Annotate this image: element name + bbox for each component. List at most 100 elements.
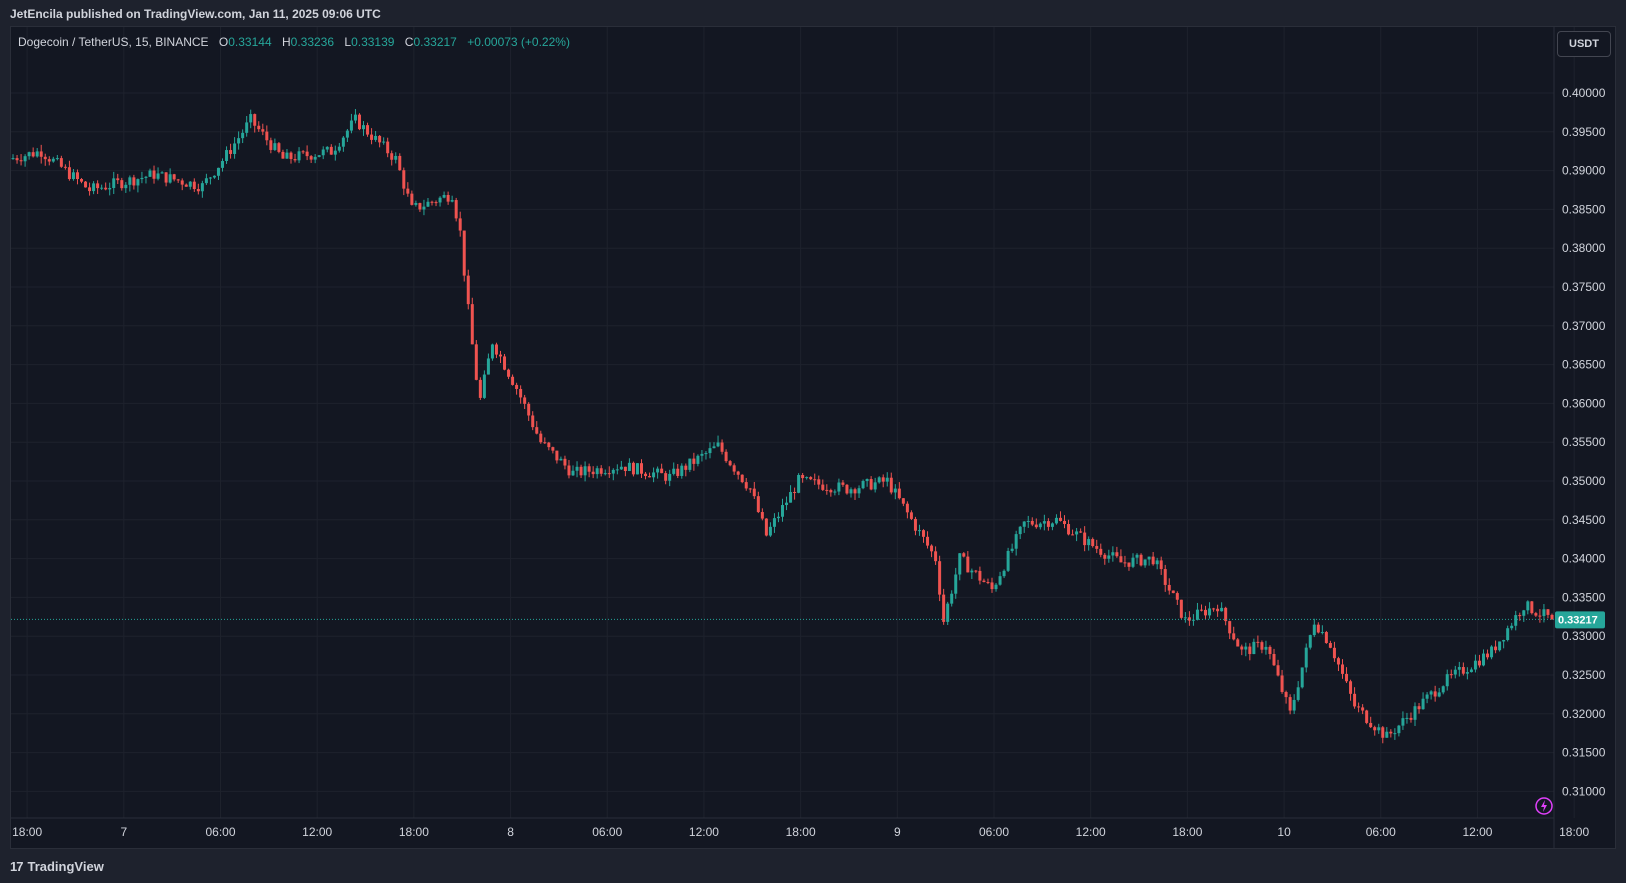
candle-body <box>1437 692 1441 697</box>
candle-body <box>656 468 660 473</box>
candle-body <box>301 151 305 153</box>
candle-body <box>63 166 67 168</box>
footer-bar: 17 TradingView <box>0 850 1626 883</box>
candle-body <box>994 584 998 590</box>
candle-body <box>611 469 615 474</box>
candle-body <box>575 466 579 471</box>
candle-body <box>257 125 261 130</box>
candle-body <box>756 496 760 513</box>
candle-body <box>31 152 35 157</box>
candle-body <box>789 492 793 503</box>
candle-body <box>414 203 418 205</box>
candle-body <box>1139 554 1143 566</box>
candle-body <box>913 518 917 531</box>
candle-body <box>1445 674 1449 687</box>
candle-body <box>458 218 462 231</box>
currency-unit-button[interactable]: USDT <box>1557 31 1611 57</box>
candle-body <box>474 344 478 380</box>
price-chart[interactable]: 0.40000 0.39500 0.39000 0.38500 0.38000 0.375… <box>0 0 1626 850</box>
candle-body <box>470 304 474 345</box>
candle-body <box>1107 555 1111 559</box>
candle-body <box>1469 669 1473 673</box>
x-tick-label: 12:00 <box>302 825 332 839</box>
candle-body <box>901 498 905 504</box>
candle-body <box>1171 590 1175 594</box>
candle-body <box>1393 733 1397 735</box>
candle-body <box>398 155 402 171</box>
candle-body <box>341 137 345 147</box>
candle-body <box>551 447 555 451</box>
candle-body <box>1473 660 1477 670</box>
y-tick-label: 0.40000 <box>1562 86 1606 100</box>
candle-body <box>857 488 861 494</box>
y-tick-label: 0.39000 <box>1562 164 1606 178</box>
x-tick-label: 18:00 <box>1559 825 1589 839</box>
candle-body <box>1083 532 1087 546</box>
candle-body <box>337 146 341 151</box>
candle-body <box>962 553 966 557</box>
candle-body <box>1349 681 1353 694</box>
candle-body <box>1284 691 1288 698</box>
candle-body <box>1228 621 1232 634</box>
candle-body <box>1461 667 1465 674</box>
candle-body <box>571 470 575 476</box>
candle-body <box>930 545 934 552</box>
candle-body <box>563 458 567 466</box>
candle-body <box>1204 609 1208 616</box>
candle-body <box>821 484 825 490</box>
candle-body <box>225 150 229 162</box>
candle-body <box>639 463 643 474</box>
candle-body <box>523 397 527 404</box>
candle-body <box>865 479 869 482</box>
candle-body <box>1357 706 1361 708</box>
y-tick-label: 0.33500 <box>1562 590 1606 604</box>
candle-body <box>249 114 253 123</box>
candle-body <box>1304 647 1308 668</box>
candle-body <box>776 516 780 519</box>
close-label: C <box>404 35 414 49</box>
candle-body <box>1486 653 1490 658</box>
candle-body <box>152 170 156 179</box>
close-value: 0.33217 <box>413 35 457 49</box>
candle-body <box>1071 534 1075 536</box>
candle-body <box>736 471 740 475</box>
y-tick-label: 0.34500 <box>1562 513 1606 527</box>
candle-body <box>781 505 784 517</box>
candle-body <box>1002 570 1006 577</box>
candle-body <box>837 482 841 492</box>
candle-body <box>1187 617 1191 621</box>
low-value: 0.33139 <box>351 35 395 49</box>
candle-body <box>450 200 454 202</box>
candle-body <box>688 458 692 470</box>
candle-body <box>1377 727 1381 731</box>
y-tick-label: 0.32500 <box>1562 668 1606 682</box>
candle-body <box>893 488 897 493</box>
candle-body <box>43 156 47 160</box>
candle-body <box>120 180 124 189</box>
candle-body <box>1381 727 1385 738</box>
candle-body <box>841 482 845 485</box>
candle-body <box>1502 640 1506 642</box>
lightning-icon <box>1535 797 1553 815</box>
candle-body <box>71 172 75 180</box>
candle-body <box>704 453 708 455</box>
candle-body <box>297 151 301 161</box>
candle-body <box>990 582 994 590</box>
candle-body <box>1030 520 1034 525</box>
candle-body <box>1312 624 1316 636</box>
candle-body <box>382 141 386 143</box>
candle-body <box>80 179 84 182</box>
candle-body <box>285 152 289 159</box>
candle-body <box>1405 717 1409 719</box>
candle-body <box>321 149 325 156</box>
candle-body <box>934 551 938 562</box>
tradingview-brand[interactable]: 17 TradingView <box>10 859 104 874</box>
candle-body <box>603 473 607 475</box>
candle-body <box>503 356 507 370</box>
candle-body <box>237 138 241 144</box>
publish-header: JetEncila published on TradingView.com, … <box>0 0 1626 28</box>
candle-body <box>1429 691 1433 695</box>
candle-body <box>434 202 438 204</box>
symbol-label[interactable]: Dogecoin / TetherUS, 15, BINANCE <box>18 35 209 49</box>
candle-body <box>684 465 688 470</box>
